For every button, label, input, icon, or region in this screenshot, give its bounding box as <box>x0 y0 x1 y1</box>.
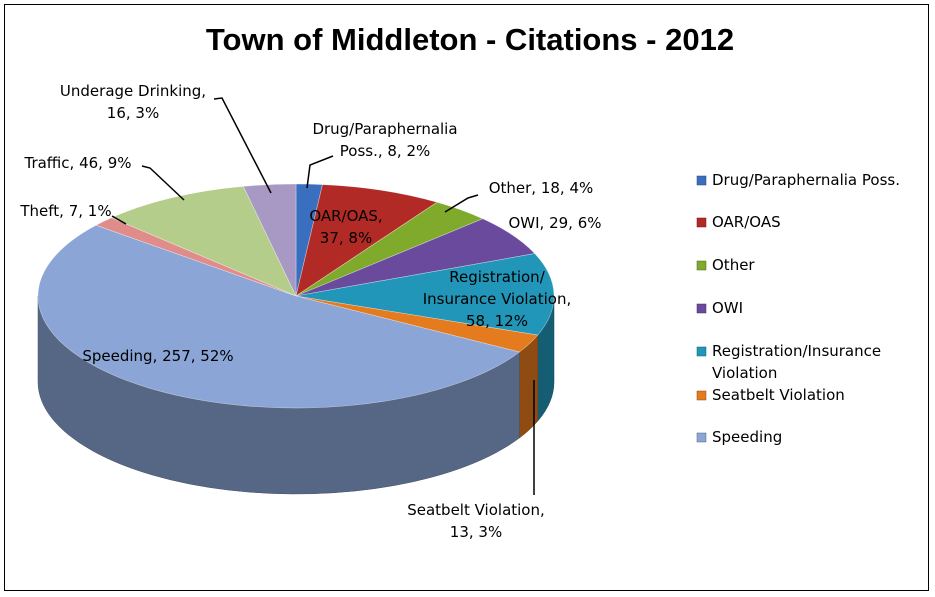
legend-label-drug-paraphernalia-poss-: Drug/Paraphernalia Poss. <box>712 171 900 189</box>
legend-swatch-seatbelt-violation <box>696 390 707 401</box>
leader-line-traffic <box>141 165 185 201</box>
data-label-traffic: Traffic, 46, 9% <box>23 154 131 172</box>
pie-slice-oar-oas <box>295 184 438 297</box>
data-label-theft: Theft, 7, 1% <box>19 202 111 220</box>
legend-swatch-other <box>696 260 707 271</box>
legend-label-seatbelt-violation: Seatbelt Violation <box>712 386 845 404</box>
leader-line-other <box>444 194 479 213</box>
legend-label-speeding: Speeding <box>712 428 782 446</box>
legend-swatch-drug-paraphernalia-poss- <box>696 175 707 186</box>
data-label-seatbelt-violation: Seatbelt Violation, 13, 3% <box>407 501 545 541</box>
legend-swatch-registration-insurance-violation <box>696 346 707 357</box>
data-label-underage-drinking: Underage Drinking, 16, 3% <box>60 82 206 122</box>
legend-label-oar-oas: OAR/OAS <box>712 213 781 231</box>
legend-swatch-speeding <box>696 432 707 443</box>
data-label-owi: OWI, 29, 6% <box>508 214 601 232</box>
pie-slice-registration-insurance-violation <box>295 253 555 336</box>
pie-side-seatbelt-violation <box>519 334 539 439</box>
data-label-drug-paraphernalia-poss-: Drug/Paraphernalia Poss., 8, 2% <box>312 120 457 160</box>
data-label-registration-insurance-violation: Registration/Insurance Violation, 58, 12% <box>423 268 572 330</box>
legend-label-owi: OWI <box>712 299 743 317</box>
legend-swatch-owi <box>696 303 707 314</box>
data-label-speeding: Speeding, 257, 52% <box>82 347 233 365</box>
data-label-oar-oas: OAR/OAS, 37, 8% <box>309 207 382 247</box>
leader-line-underage-drinking <box>213 97 272 194</box>
leader-line-drug-paraphernalia-poss- <box>306 155 334 189</box>
pie-slice-underage-drinking <box>242 183 297 297</box>
legend-label-registration-insurance-violation: Registration/Insurance Violation <box>712 342 881 382</box>
pie-slice-traffic <box>110 186 297 297</box>
legend-label-other: Other <box>712 256 755 274</box>
chart-title: Town of Middleton - Citations - 2012 <box>205 22 735 57</box>
data-label-other: Other, 18, 4% <box>489 179 594 197</box>
pie-slice-speeding <box>37 224 521 409</box>
legend-swatch-oar-oas <box>696 217 707 228</box>
leader-line-theft <box>111 215 127 225</box>
